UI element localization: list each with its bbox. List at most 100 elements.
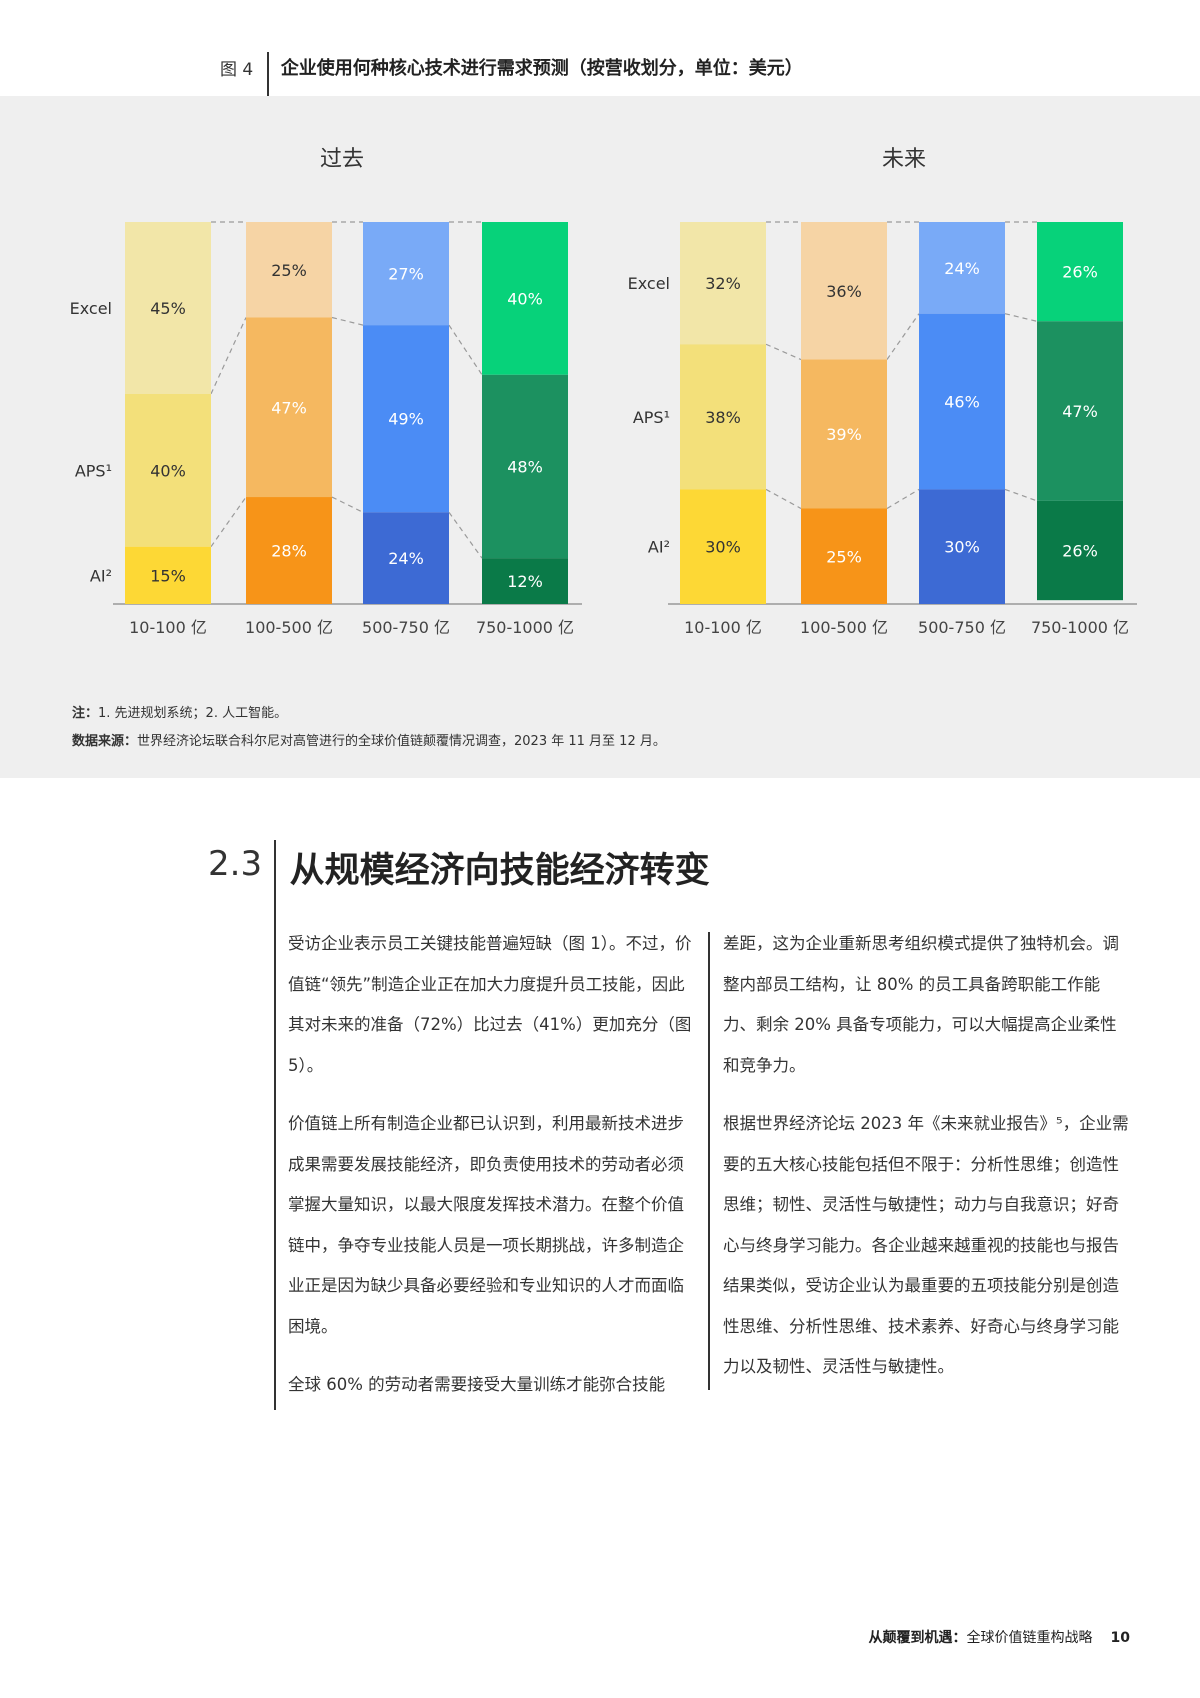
- bar-segment-aps: [363, 325, 449, 513]
- data-label: 25%: [826, 547, 862, 566]
- body-paragraph: 受访企业表示员工关键技能普遍短缺（图 1）。不过，价值链“领先”制造企业正在加大…: [288, 934, 692, 1075]
- bar-segment-excel: [680, 222, 766, 345]
- data-label: 24%: [388, 549, 424, 568]
- connector-line: [765, 343, 802, 361]
- connector-line: [331, 316, 364, 326]
- row-label-aps: APS¹: [633, 408, 670, 427]
- row-label-aps: APS¹: [75, 461, 112, 480]
- connector-line: [886, 488, 920, 510]
- bar-segment-aps: [246, 317, 332, 498]
- figure-header-divider: [267, 52, 269, 96]
- bar-segment-aps: [482, 374, 568, 559]
- bar-segment-excel: [246, 222, 332, 318]
- section-header: 2.3 从规模经济向技能经济转变: [208, 840, 710, 1410]
- data-label: 12%: [507, 572, 543, 591]
- bar-segment-ai: [1037, 500, 1123, 601]
- data-label: 27%: [388, 265, 424, 284]
- bar-segment-excel: [482, 222, 568, 375]
- body-paragraph: 价值链上所有制造企业都已认识到，利用最新技术进步成果需要发展技能经济，即负责使用…: [288, 1114, 684, 1336]
- data-label: 47%: [271, 398, 307, 417]
- row-label-ai: AI²: [648, 538, 670, 557]
- data-label: 48%: [507, 457, 543, 476]
- data-label: 39%: [826, 425, 862, 444]
- column-divider: [708, 932, 710, 1390]
- bar-segment-excel: [801, 222, 887, 360]
- category-label: 500-750 亿: [362, 618, 450, 637]
- body-paragraph: 全球 60% 的劳动者需要接受大量训练才能弥合技能: [288, 1375, 666, 1394]
- bar-segment-ai: [680, 489, 766, 604]
- bar-segment-aps: [919, 313, 1005, 490]
- chart-panel: 过去 45% 40% 15% 10-100 亿 25% 47% 28% 100-500 亿 27%…: [0, 96, 1200, 778]
- connector-line: [765, 488, 802, 510]
- data-label: 30%: [944, 538, 980, 557]
- stacked-bar-chart: 过去 45% 40% 15% 10-100 亿 25% 47% 28% 100-500 亿 27%…: [70, 147, 1137, 637]
- chart-notes: 注：1. 先进规划系统；2. 人工智能。 数据来源：世界经济论坛联合科尔尼对高管…: [72, 700, 666, 756]
- bar-segment-aps: [680, 344, 766, 490]
- source-line: 数据来源：世界经济论坛联合科尔尼对高管进行的全球价值链颠覆情况调查，2023 年…: [72, 728, 666, 756]
- bar-segment-excel: [125, 222, 211, 394]
- category-label: 750-1000 亿: [1031, 618, 1129, 637]
- bar-segment-ai: [482, 558, 568, 604]
- data-label: 47%: [1062, 402, 1098, 421]
- row-label-ai: AI²: [90, 566, 112, 585]
- row-label-excel: Excel: [628, 274, 670, 293]
- data-label: 30%: [705, 538, 741, 557]
- data-label: 28%: [271, 542, 307, 561]
- data-label: 46%: [944, 393, 980, 412]
- connector-line: [448, 511, 483, 559]
- connector-line: [448, 324, 483, 376]
- connector-line: [1004, 313, 1038, 322]
- bar-segment-ai: [801, 508, 887, 604]
- body-paragraph: 根据世界经济论坛 2023 年《未来就业报告》⁵，企业需要的五大核心技能包括但不…: [723, 1114, 1129, 1376]
- data-label: 40%: [507, 289, 543, 308]
- bar-segment-aps: [801, 359, 887, 509]
- figure-title: 企业使用何种核心技术进行需求预测（按营收划分，单位：美元）: [280, 58, 803, 79]
- bar-segment-ai: [363, 512, 449, 604]
- bar-segment-aps: [1037, 321, 1123, 501]
- bar-segment-aps: [125, 393, 211, 547]
- body-column-right: 差距，这为企业重新思考组织模式提供了独特机会。调整内部员工结构，让 80% 的员…: [723, 924, 1131, 1406]
- page-footer: 从颠覆到机遇：全球价值链重构战略 10: [869, 1627, 1130, 1647]
- category-label: 500-750 亿: [918, 618, 1006, 637]
- chart-title: 过去: [320, 147, 364, 172]
- bar-segment-ai: [919, 489, 1005, 604]
- category-label: 100-500 亿: [245, 618, 333, 637]
- connector-line: [1004, 488, 1038, 502]
- data-label: 38%: [705, 408, 741, 427]
- data-label: 40%: [150, 461, 186, 480]
- chart-title: 未来: [882, 147, 926, 172]
- data-label: 24%: [944, 259, 980, 278]
- bar-segment-excel: [363, 222, 449, 326]
- connector-line: [210, 317, 247, 395]
- figure-header: 图 4 企业使用何种核心技术进行需求预测（按营收划分，单位：美元）: [220, 52, 803, 96]
- data-label: 36%: [826, 282, 862, 301]
- body-paragraph: 差距，这为企业重新思考组织模式提供了独特机会。调整内部员工结构，让 80% 的员…: [723, 934, 1119, 1075]
- source-label: 数据来源：: [72, 734, 138, 749]
- bar-segment-excel: [1037, 222, 1123, 322]
- section-divider: [274, 840, 276, 1410]
- category-label: 100-500 亿: [800, 618, 888, 637]
- note-label: 注：: [72, 706, 99, 721]
- footer-title: 从颠覆到机遇：: [868, 1630, 967, 1646]
- figure-number: 图 4: [220, 60, 254, 80]
- footer-subtitle: 全球价值链重构战略: [966, 1630, 1093, 1646]
- row-label-excel: Excel: [70, 299, 112, 318]
- bar-segment-ai: [125, 546, 211, 604]
- note-line: 注：1. 先进规划系统；2. 人工智能。: [72, 700, 666, 728]
- note-text: 1. 先进规划系统；2. 人工智能。: [98, 706, 288, 721]
- category-label: 750-1000 亿: [476, 618, 574, 637]
- data-label: 49%: [388, 410, 424, 429]
- connector-line: [886, 313, 920, 360]
- category-label: 10-100 亿: [129, 618, 207, 637]
- data-label: 26%: [1062, 542, 1098, 561]
- page-number: 10: [1110, 1630, 1130, 1646]
- body-column-left: 受访企业表示员工关键技能普遍短缺（图 1）。不过，价值链“领先”制造企业正在加大…: [288, 924, 696, 1424]
- section-title: 从规模经济向技能经济转变: [289, 851, 710, 891]
- bar-segment-ai: [246, 497, 332, 604]
- bar-segment-excel: [919, 222, 1005, 314]
- connector-line: [210, 496, 247, 548]
- data-label: 26%: [1062, 263, 1098, 282]
- connector-line: [331, 496, 364, 513]
- data-label: 15%: [150, 566, 186, 585]
- section-number: 2.3: [208, 844, 263, 884]
